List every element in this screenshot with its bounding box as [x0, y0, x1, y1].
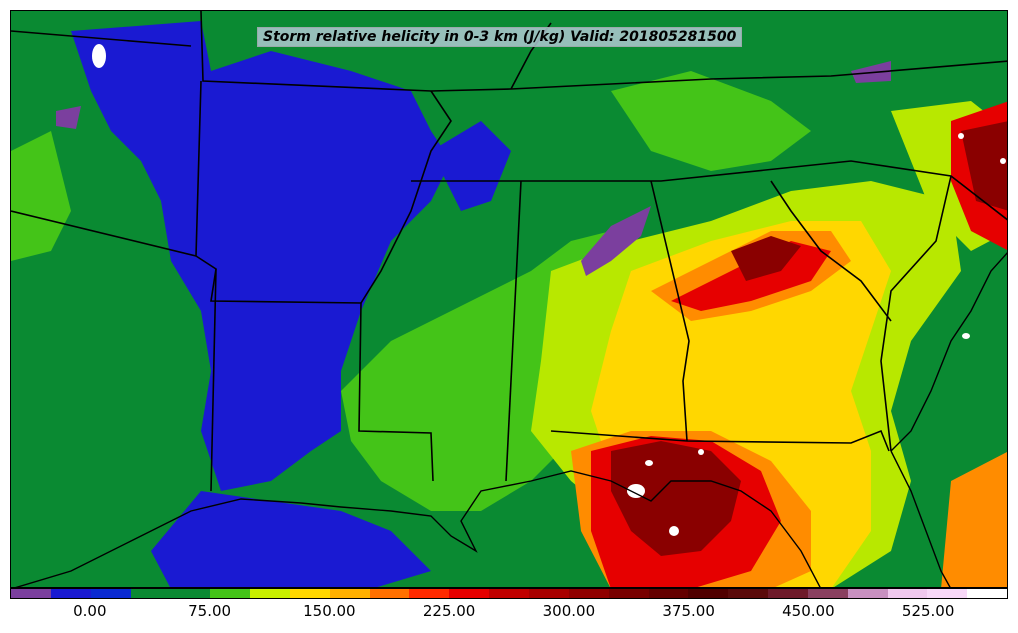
negative-helicity-region — [581, 206, 651, 276]
colorbar-segment — [50, 589, 91, 598]
white-spot — [958, 133, 964, 139]
colorbar-segment — [170, 589, 211, 598]
colorbar-segment — [768, 589, 808, 598]
colorbar-tick-label: 150.00 — [303, 602, 356, 620]
colorbar-segment — [409, 589, 450, 598]
colorbar-segment — [210, 589, 251, 598]
colorbar-segment — [528, 589, 569, 598]
colorbar-segment — [608, 589, 649, 598]
coastline — [15, 252, 1007, 587]
colorbar-segment — [90, 589, 131, 598]
moderate-helicity-region — [11, 131, 71, 261]
colorbar-tick-label: 225.00 — [422, 602, 476, 620]
low-helicity-region — [151, 491, 431, 587]
white-spot — [1000, 158, 1006, 164]
colorbar-segment — [369, 589, 410, 598]
colorbar-segment — [648, 589, 689, 598]
extreme-helicity-region — [961, 121, 1007, 211]
colorbar-segment — [807, 589, 848, 598]
white-spot — [92, 44, 106, 68]
colorbar-tick-label: 75.00 — [188, 602, 232, 620]
colorbar-tick-label: 450.00 — [782, 602, 835, 620]
low-helicity-region — [431, 121, 511, 211]
colorbar-tick-label: 525.00 — [901, 602, 955, 620]
colorbar-tick-labels: 0.00 75.00 150.00 225.00 300.00 375.00 450.00 5… — [10, 602, 1008, 624]
white-spot — [962, 333, 970, 339]
extreme-helicity-region — [731, 236, 801, 281]
colorbar-tick-label: 375.00 — [662, 602, 715, 620]
map-panel: Storm relative helicity in 0-3 km (J/kg)… — [10, 10, 1008, 588]
colorbar-tick-label: 0.00 — [73, 602, 107, 620]
extreme-helicity-region — [611, 441, 741, 556]
colorbar-segment — [927, 589, 968, 598]
colorbar-segment — [688, 589, 729, 598]
colorbar-segment — [449, 589, 490, 598]
negative-helicity-region — [56, 106, 81, 129]
colorbar-segment — [329, 589, 370, 598]
colorbar-segment — [289, 589, 330, 598]
map-title: Storm relative helicity in 0-3 km (J/kg)… — [257, 27, 743, 47]
colorbar-segment — [11, 589, 51, 598]
colorbar-segment — [250, 589, 290, 598]
low-helicity-region — [71, 21, 451, 491]
high-helicity-region — [941, 452, 1007, 587]
state-borders — [11, 11, 1007, 492]
colorbar — [10, 588, 1008, 599]
moderate-helicity-region — [611, 71, 811, 171]
colorbar-segment — [489, 589, 529, 598]
colorbar-segment — [130, 589, 171, 598]
colorbar-segment — [568, 589, 609, 598]
white-spot — [698, 449, 704, 455]
colorbar-tick-label: 300.00 — [542, 602, 596, 620]
colorbar-segment — [847, 589, 888, 598]
white-spot — [669, 526, 679, 536]
white-spot — [645, 460, 653, 466]
white-spot — [627, 484, 645, 498]
colorbar-segment — [967, 589, 1008, 598]
colorbar-segment — [887, 589, 928, 598]
colorbar-segment — [728, 589, 769, 598]
helicity-map — [11, 11, 1007, 587]
